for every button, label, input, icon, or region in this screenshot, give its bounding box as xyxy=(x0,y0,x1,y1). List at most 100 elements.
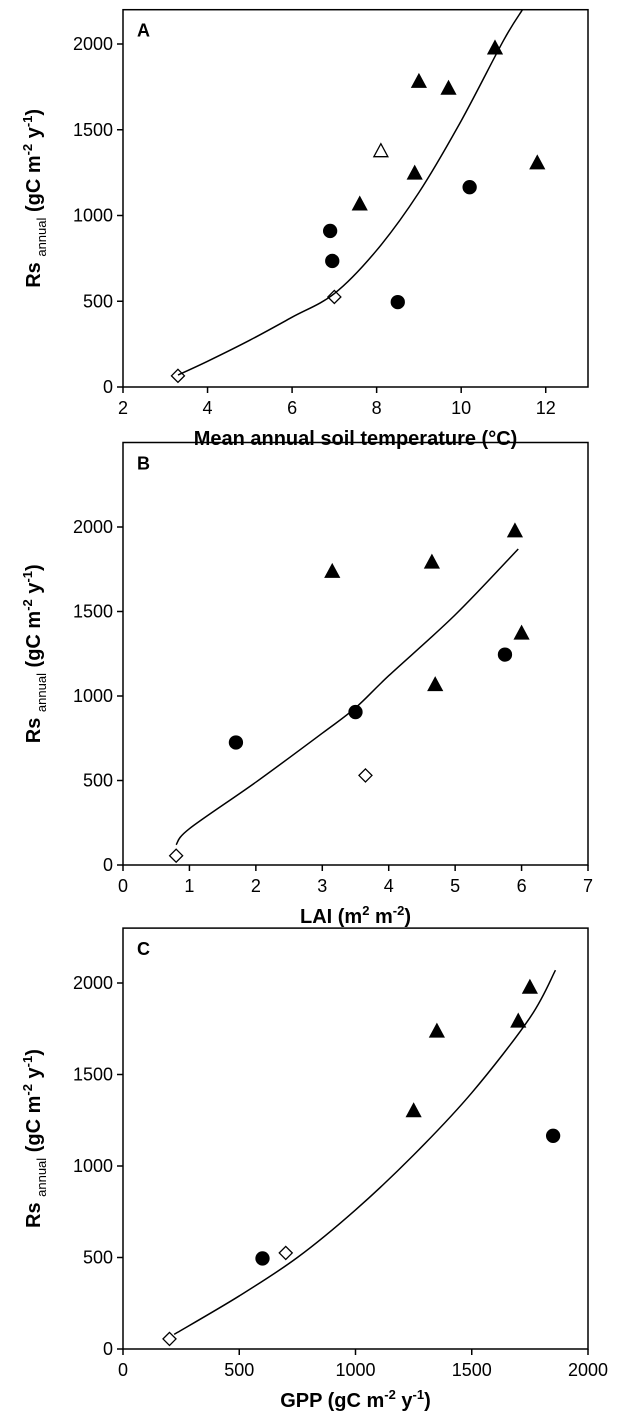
point-triangle xyxy=(510,1012,527,1028)
y-axis-label-part: Rs xyxy=(23,712,45,743)
y-axis-label-part: -1 xyxy=(20,1056,35,1068)
y-axis-label-part: ) xyxy=(23,109,45,116)
y-axis-label-part: ) xyxy=(23,1049,45,1056)
point-diamond xyxy=(168,848,184,864)
y-axis-label-part: ) xyxy=(23,564,45,571)
point-triangle xyxy=(440,79,457,95)
point-triangle xyxy=(423,553,440,569)
plot-frame xyxy=(122,441,589,866)
x-tick-label: 1 xyxy=(184,876,194,896)
x-tick-label: 0 xyxy=(118,876,128,896)
x-tick-label: 10 xyxy=(451,398,471,418)
fit-curve xyxy=(173,969,557,1336)
y-tick-label: 1500 xyxy=(73,602,113,622)
y-axis-label-part: Rs xyxy=(23,257,45,288)
x-axis-label-part: LAI (m xyxy=(300,906,362,928)
y-tick-label: 1000 xyxy=(73,686,113,706)
y-axis-label-part: annual xyxy=(34,1158,49,1197)
x-axis-label-part: 2 xyxy=(362,903,369,918)
y-axis-label-part: (gC m xyxy=(23,1096,45,1158)
point-circle xyxy=(390,294,405,310)
x-tick-label: 12 xyxy=(536,398,556,418)
point-circle xyxy=(497,647,513,662)
y-axis-label-part: y xyxy=(23,582,45,600)
x-axis-label-part: ) xyxy=(404,906,411,928)
y-tick-label: 500 xyxy=(83,771,113,791)
x-tick-label: 2 xyxy=(118,398,128,418)
y-axis-label-part: -2 xyxy=(20,1084,35,1096)
point-circle xyxy=(348,704,363,720)
x-axis-label-part: ) xyxy=(424,1390,431,1412)
y-tick-label: 2000 xyxy=(73,973,113,993)
panel-label: C xyxy=(137,939,150,959)
y-tick-label: 0 xyxy=(103,377,113,397)
y-axis-label: Rs annual (gC m-2 y-1) xyxy=(20,564,49,743)
point-triangle xyxy=(513,624,530,640)
plot-frame xyxy=(122,927,589,1350)
point-triangle xyxy=(428,1022,445,1038)
y-axis-label-part: annual xyxy=(34,218,49,257)
x-tick-label: 7 xyxy=(583,876,593,896)
x-axis-label-part: m xyxy=(369,906,392,928)
point-circle xyxy=(322,223,338,239)
point-diamond xyxy=(358,768,373,783)
y-tick-label: 1500 xyxy=(73,1065,113,1085)
y-tick-label: 2000 xyxy=(73,34,113,54)
point-circle xyxy=(255,1251,270,1266)
point-circle xyxy=(462,180,477,195)
x-tick-label: 5 xyxy=(450,876,460,896)
x-tick-label: 0 xyxy=(118,1360,128,1380)
point-diamond xyxy=(326,289,342,305)
panel-label: B xyxy=(137,454,150,474)
point-triangle xyxy=(521,978,538,994)
y-axis-label-part: -2 xyxy=(20,599,35,611)
point-circle xyxy=(545,1128,561,1143)
x-axis-label-part: Mean annual soil temperature (°C) xyxy=(194,428,518,450)
y-axis-label-part: (gC m xyxy=(23,611,45,673)
y-axis-label: Rs annual (gC m-2 y-1) xyxy=(20,109,49,288)
y-tick-label: 1000 xyxy=(73,1156,113,1176)
point-triangle xyxy=(427,676,444,692)
y-axis-label-part: y xyxy=(23,1066,45,1084)
y-tick-label: 1000 xyxy=(73,206,113,226)
x-tick-label: 1000 xyxy=(335,1360,375,1380)
x-tick-label: 4 xyxy=(384,876,394,896)
point-circle xyxy=(228,735,244,750)
point-triangle xyxy=(406,164,423,180)
x-tick-label: 6 xyxy=(517,876,527,896)
point-diamond xyxy=(170,368,186,384)
x-tick-label: 6 xyxy=(287,398,297,418)
y-tick-label: 1500 xyxy=(73,120,113,140)
y-tick-label: 2000 xyxy=(73,517,113,537)
point-triangle xyxy=(351,195,368,211)
x-tick-label: 2000 xyxy=(568,1360,608,1380)
point-triangle xyxy=(372,142,389,158)
x-axis-label: LAI (m2 m-2) xyxy=(300,903,411,928)
x-tick-label: 4 xyxy=(203,398,213,418)
point-triangle xyxy=(324,562,341,578)
x-axis-label-part: -1 xyxy=(413,1387,425,1402)
y-tick-label: 500 xyxy=(83,291,113,311)
y-axis-label-part: Rs xyxy=(23,1197,45,1228)
fit-curve xyxy=(177,9,524,376)
x-axis-label-part: -2 xyxy=(384,1387,396,1402)
y-axis-label-part: -1 xyxy=(20,116,35,128)
y-axis-label-part: -1 xyxy=(20,571,35,583)
x-axis-label: GPP (gC m-2 y-1) xyxy=(280,1387,431,1412)
x-tick-label: 2 xyxy=(251,876,261,896)
x-axis-label-part: -2 xyxy=(393,903,405,918)
point-circle xyxy=(325,253,340,269)
x-axis-label: Mean annual soil temperature (°C) xyxy=(194,428,518,450)
point-diamond xyxy=(278,1245,294,1261)
y-axis-label-part: y xyxy=(23,126,45,144)
x-tick-label: 3 xyxy=(317,876,327,896)
y-axis-label: Rs annual (gC m-2 y-1) xyxy=(20,1049,49,1228)
x-tick-label: 1500 xyxy=(452,1360,492,1380)
point-triangle xyxy=(405,1102,422,1118)
point-triangle xyxy=(506,522,524,538)
x-axis-label-part: y xyxy=(396,1390,414,1412)
y-tick-label: 0 xyxy=(103,855,113,875)
point-triangle xyxy=(410,72,427,88)
